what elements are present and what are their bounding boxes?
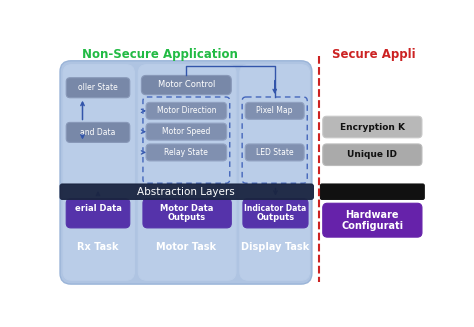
Text: Encryption K: Encryption K <box>340 123 405 131</box>
Text: oller State: oller State <box>78 83 118 92</box>
Text: Relay State: Relay State <box>164 148 208 157</box>
FancyBboxPatch shape <box>240 65 310 280</box>
FancyBboxPatch shape <box>146 144 227 161</box>
Text: Outputs: Outputs <box>256 214 294 222</box>
FancyBboxPatch shape <box>66 122 130 143</box>
FancyBboxPatch shape <box>146 123 227 140</box>
FancyBboxPatch shape <box>60 184 313 199</box>
FancyBboxPatch shape <box>323 144 422 165</box>
Text: Motor Task: Motor Task <box>156 242 217 252</box>
FancyBboxPatch shape <box>323 203 422 237</box>
Text: Secure Appli: Secure Appli <box>332 48 416 61</box>
FancyBboxPatch shape <box>146 102 227 119</box>
Text: and Data: and Data <box>80 128 116 137</box>
Text: Motor Control: Motor Control <box>158 80 215 89</box>
Text: Unique ID: Unique ID <box>347 150 397 159</box>
Text: Configurati: Configurati <box>341 221 403 231</box>
FancyBboxPatch shape <box>245 102 304 119</box>
Text: Motor Data: Motor Data <box>160 204 214 213</box>
Text: LED State: LED State <box>256 148 293 157</box>
FancyBboxPatch shape <box>323 116 422 138</box>
FancyBboxPatch shape <box>66 198 130 228</box>
FancyBboxPatch shape <box>60 61 312 284</box>
Text: Display Task: Display Task <box>241 242 309 252</box>
FancyBboxPatch shape <box>245 144 304 161</box>
FancyBboxPatch shape <box>63 65 135 280</box>
Text: Abstraction Layers: Abstraction Layers <box>137 187 235 197</box>
Text: erial Data: erial Data <box>74 204 121 213</box>
FancyBboxPatch shape <box>143 198 231 228</box>
Text: Motor Speed: Motor Speed <box>162 127 210 136</box>
Text: Rx Task: Rx Task <box>77 242 119 252</box>
FancyBboxPatch shape <box>141 76 231 95</box>
FancyBboxPatch shape <box>320 184 424 199</box>
FancyBboxPatch shape <box>66 78 130 98</box>
Text: Non-Secure Application: Non-Secure Application <box>82 48 238 61</box>
Text: Indicator Data: Indicator Data <box>245 204 307 213</box>
Text: Outputs: Outputs <box>168 214 206 222</box>
Text: Pixel Map: Pixel Map <box>256 106 293 115</box>
Text: Hardware: Hardware <box>346 210 399 220</box>
FancyBboxPatch shape <box>138 65 236 280</box>
FancyBboxPatch shape <box>243 198 308 228</box>
Text: Motor Direction: Motor Direction <box>156 106 216 115</box>
